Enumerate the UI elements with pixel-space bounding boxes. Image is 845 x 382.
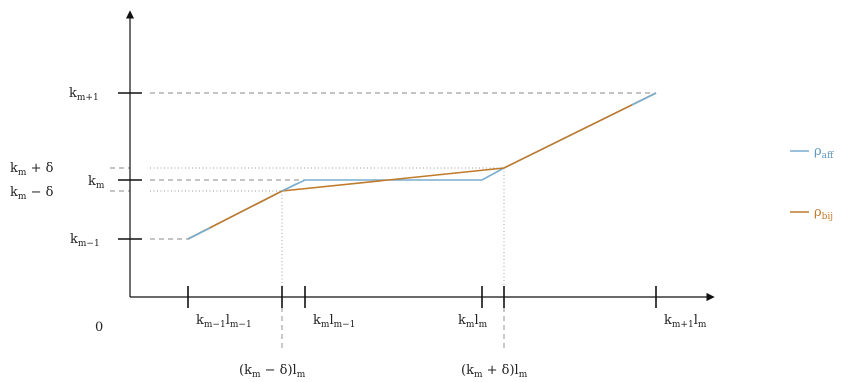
rho-aff-curve xyxy=(187,92,657,240)
y-ticks xyxy=(118,92,142,240)
y-label-k-m-plus-1: km+1 xyxy=(69,86,99,103)
legend-label-bij: ρbij xyxy=(814,205,833,222)
rho-aff-corner xyxy=(281,182,299,192)
rho-aff-end xyxy=(631,92,657,106)
legend: ρaff ρbij xyxy=(790,144,834,222)
x-ticks xyxy=(187,286,657,308)
guide-lines xyxy=(110,92,654,350)
x-label-km-lm1: kmlm−1 xyxy=(313,313,355,330)
x-label-km-plus-delta-lm: (km + δ)lm xyxy=(461,363,528,380)
origin-label: 0 xyxy=(95,320,103,335)
x-label-km-lm: kmlm xyxy=(458,313,488,330)
y-label-k-m-minus-1: km−1 xyxy=(70,232,100,249)
x-label-km1-lm: km+1lm xyxy=(664,313,707,330)
rho-bij-curve xyxy=(187,92,657,240)
y-label-km-minus-delta: km − δ xyxy=(10,185,54,202)
y-label-k-m: km xyxy=(88,174,105,191)
x-label-km-minus-delta-lm: (km − δ)lm xyxy=(239,363,306,380)
x-label-km1-lm1: km−1lm−1 xyxy=(196,313,252,330)
rho-aff-start xyxy=(187,227,211,240)
y-label-km-plus-delta: km + δ xyxy=(10,161,54,178)
legend-label-aff: ρaff xyxy=(814,144,834,161)
